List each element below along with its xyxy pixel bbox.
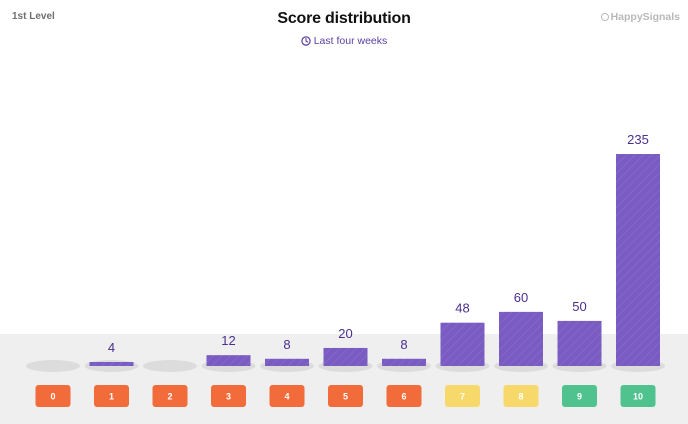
bar-score-7[interactable] bbox=[440, 322, 485, 366]
bar-score-10[interactable] bbox=[616, 154, 660, 366]
score-tick-label-3: 3 bbox=[226, 392, 231, 402]
score-tick-label-0: 0 bbox=[50, 392, 55, 402]
value-label-5: 20 bbox=[338, 326, 352, 341]
time-range-selector[interactable]: Last four weeks bbox=[0, 35, 688, 47]
clock-icon bbox=[301, 36, 311, 46]
bar-shadow-0 bbox=[26, 360, 80, 372]
score-tick-label-8: 8 bbox=[518, 392, 523, 402]
happysignals-logo-icon bbox=[600, 13, 609, 21]
value-label-6: 8 bbox=[400, 337, 407, 352]
bar-shadow-2 bbox=[143, 360, 197, 372]
score-tick-label-7: 7 bbox=[460, 392, 465, 402]
bar-score-6[interactable] bbox=[382, 358, 426, 366]
score-badge-5[interactable] bbox=[328, 385, 363, 407]
value-label-10: 235 bbox=[627, 132, 649, 147]
score-tick-label-1: 1 bbox=[109, 392, 114, 402]
value-label-1: 4 bbox=[108, 340, 115, 355]
score-badge-1[interactable] bbox=[94, 385, 129, 407]
score-tick-label-10: 10 bbox=[633, 392, 643, 402]
score-tick-label-2: 2 bbox=[167, 392, 172, 402]
value-label-3: 12 bbox=[221, 333, 235, 348]
score-tick-label-6: 6 bbox=[401, 392, 406, 402]
bar-score-1[interactable] bbox=[89, 362, 134, 366]
bar-score-3[interactable] bbox=[206, 355, 251, 366]
score-badge-9[interactable] bbox=[562, 385, 597, 407]
value-label-8: 60 bbox=[514, 290, 528, 305]
score-badge-8[interactable] bbox=[503, 385, 539, 407]
score-badge-2[interactable] bbox=[152, 385, 188, 407]
score-badge-6[interactable] bbox=[386, 385, 422, 407]
score-badge-10[interactable] bbox=[620, 385, 656, 407]
bar-score-4[interactable] bbox=[265, 358, 309, 366]
score-badge-0[interactable] bbox=[35, 385, 71, 407]
bar-score-8[interactable] bbox=[499, 311, 543, 366]
score-tick-label-5: 5 bbox=[343, 392, 348, 402]
value-label-7: 48 bbox=[455, 301, 469, 316]
score-tick-label-9: 9 bbox=[577, 392, 582, 402]
score-tick-label-4: 4 bbox=[284, 392, 289, 402]
bar-score-9[interactable] bbox=[557, 320, 602, 366]
brand-logo: HappySignals bbox=[600, 11, 680, 23]
brand-logo-text: HappySignals bbox=[610, 11, 680, 23]
score-badge-7[interactable] bbox=[445, 385, 480, 407]
bar-score-5[interactable] bbox=[323, 347, 368, 366]
time-range-label: Last four weeks bbox=[313, 35, 388, 47]
value-label-9: 50 bbox=[572, 299, 586, 314]
score-badge-3[interactable] bbox=[211, 385, 246, 407]
score-badge-4[interactable] bbox=[269, 385, 305, 407]
value-label-4: 8 bbox=[283, 337, 290, 352]
chart-title: Score distribution bbox=[277, 10, 411, 27]
level-label: 1st Level bbox=[12, 11, 55, 22]
